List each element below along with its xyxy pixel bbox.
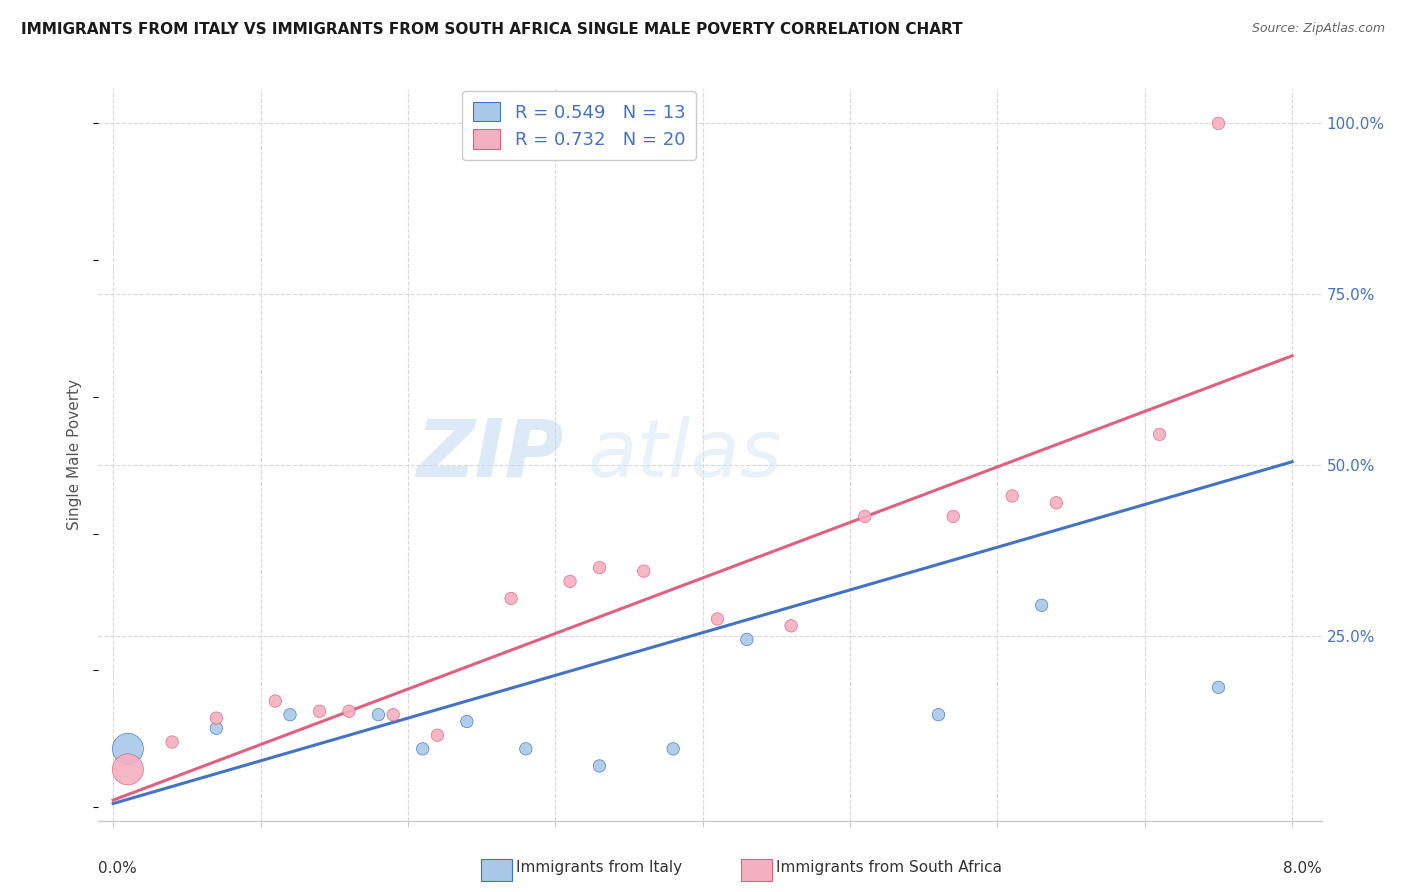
Point — [588, 759, 610, 773]
Point — [367, 707, 389, 722]
Point — [1208, 116, 1230, 130]
Point — [412, 742, 434, 756]
Point — [558, 574, 581, 589]
Point — [942, 509, 965, 524]
Point — [633, 564, 655, 578]
Point — [662, 742, 685, 756]
Point — [278, 707, 301, 722]
Legend: R = 0.549   N = 13, R = 0.732   N = 20: R = 0.549 N = 13, R = 0.732 N = 20 — [463, 91, 696, 160]
Text: atlas: atlas — [588, 416, 783, 494]
Y-axis label: Single Male Poverty: Single Male Poverty — [67, 379, 83, 531]
Text: Source: ZipAtlas.com: Source: ZipAtlas.com — [1251, 22, 1385, 36]
Point — [308, 704, 330, 718]
Point — [780, 619, 803, 633]
Point — [499, 591, 522, 606]
Point — [588, 560, 610, 574]
Point — [1208, 681, 1230, 695]
Text: 8.0%: 8.0% — [1282, 861, 1322, 876]
Point — [205, 711, 228, 725]
Point — [382, 707, 405, 722]
Point — [117, 763, 139, 777]
Point — [853, 509, 876, 524]
Point — [1045, 496, 1067, 510]
Point — [264, 694, 287, 708]
Point — [1001, 489, 1024, 503]
Point — [735, 632, 758, 647]
Point — [337, 704, 360, 718]
Point — [706, 612, 728, 626]
Text: Immigrants from Italy: Immigrants from Italy — [516, 861, 682, 875]
Text: Immigrants from South Africa: Immigrants from South Africa — [776, 861, 1002, 875]
Point — [117, 742, 139, 756]
Point — [456, 714, 478, 729]
Point — [160, 735, 183, 749]
Text: ZIP: ZIP — [416, 416, 564, 494]
Point — [205, 722, 228, 736]
Text: 0.0%: 0.0% — [98, 861, 138, 876]
Point — [1149, 427, 1171, 442]
Point — [927, 707, 949, 722]
Point — [426, 728, 449, 742]
Point — [1031, 599, 1053, 613]
Text: IMMIGRANTS FROM ITALY VS IMMIGRANTS FROM SOUTH AFRICA SINGLE MALE POVERTY CORREL: IMMIGRANTS FROM ITALY VS IMMIGRANTS FROM… — [21, 22, 963, 37]
Point — [515, 742, 537, 756]
